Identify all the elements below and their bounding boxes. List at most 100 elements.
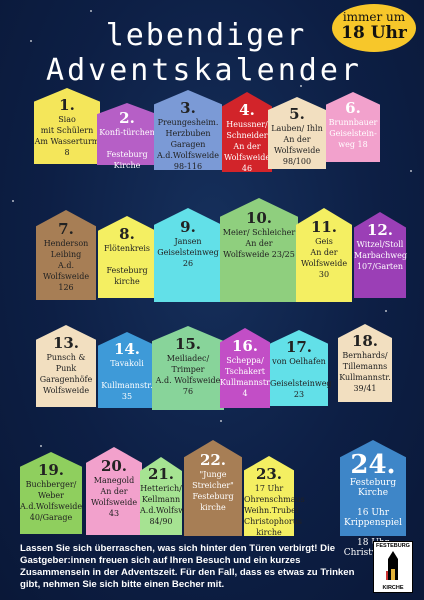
- house-text: Manegold An der Wolfsweide 43: [90, 476, 138, 518]
- house-shape: [97, 103, 157, 165]
- star: [30, 40, 32, 42]
- house-content: 8. Flötenkreis Festeburg kirche: [98, 216, 156, 298]
- house-text: "Junge Streicher" Festeburg kirche: [192, 470, 234, 512]
- house-content: 14. Tavakoli Kullmannstr. 35: [98, 332, 156, 408]
- house-number: 14.: [113, 340, 141, 358]
- house-content: 10. Meier/ Schleicher An der Wolfsweide 2…: [220, 198, 298, 302]
- badge-line-2: 18 Uhr: [341, 23, 407, 43]
- house-text: Preungesheim. Herzbuben Garagen A.d.Wolf…: [156, 118, 220, 171]
- house-3: 3. Preungesheim. Herzbuben Garagen A.d.Wo…: [154, 90, 222, 171]
- house-shape: [326, 92, 380, 162]
- house-shape: [220, 328, 270, 408]
- house-14: 14. Tavakoli Kullmannstr. 35: [98, 332, 156, 408]
- house-shape: [140, 457, 182, 535]
- house-shape: [184, 440, 242, 536]
- star: [300, 85, 302, 87]
- house-content: 23. 17 Uhr Ohrenschmaus Weihn.Trubel Chri…: [244, 456, 305, 538]
- house-text: Meiliadec/ Trimper A.d. Wolfsweide 76: [155, 354, 221, 396]
- house-content: 24. Festeburg Kirche 16 Uhr Krippenspiel …: [340, 440, 406, 558]
- house-number: 6.: [345, 99, 361, 117]
- house-4: 4. Heussner/ Schneider An der Wolfsweide …: [222, 92, 272, 174]
- house-15: 15. Meiliadec/ Trimper A.d. Wolfsweide 76: [152, 326, 224, 410]
- house-23: 23. 17 Uhr Ohrenschmaus Weihn.Trubel Chri…: [244, 456, 305, 538]
- house-shape: [154, 208, 222, 302]
- house-text: Heussner/ Schneider An der Wolfsweide 46: [223, 120, 271, 173]
- house-number: 9.: [180, 218, 196, 236]
- house-content: 19. Buchberger/ Weber A.d.Wolfsweide 40/G…: [20, 452, 82, 534]
- title-line-1: lebendiger: [105, 18, 307, 53]
- house-17: 17. von Oelhafen Geiselsteinweg 23: [270, 330, 332, 406]
- house-text: Scheppa/ Tschakert Kullmannstr. 4: [220, 356, 272, 398]
- house-content: 6. Brunnbauer Geiselstein- weg 18: [326, 92, 380, 162]
- house-content: 16. Scheppa/ Tschakert Kullmannstr. 4: [220, 328, 272, 408]
- house-number: 22.: [199, 451, 227, 469]
- title-line-2: Adventskalender: [46, 53, 362, 88]
- house-number: 17.: [285, 338, 313, 356]
- house-number: 10.: [245, 209, 273, 227]
- house-number: 1.: [59, 96, 75, 114]
- star: [12, 200, 14, 202]
- star: [410, 170, 412, 172]
- house-shape: [222, 92, 272, 172]
- star: [385, 310, 387, 312]
- house-text: Tavakoli Kullmannstr. 35: [101, 359, 153, 401]
- house-content: 11. Geis An der Wolfsweide 30: [296, 208, 352, 302]
- logo-top-text: FESTEBURG: [376, 543, 410, 549]
- house-content: 1. Siao mit Schülern Am Wasserturm 8: [34, 88, 100, 164]
- house-content: 22. "Junge Streicher" Festeburg kirche: [184, 440, 242, 536]
- house-shape: [244, 456, 294, 536]
- house-text: Henderson Leibing A.d. Wolfsweide 126: [42, 239, 90, 292]
- house-shape: [98, 216, 156, 298]
- house-content: 7. Henderson Leibing A.d. Wolfsweide 126: [36, 210, 96, 300]
- house-shape: [354, 212, 406, 298]
- house-content: 9. Jansen Geiselsteinweg 26: [154, 208, 222, 302]
- house-13: 13. Punsch & Punk Garagenhöfe Wolfsweide: [36, 325, 96, 407]
- house-7: 7. Henderson Leibing A.d. Wolfsweide 126: [36, 210, 96, 300]
- star: [90, 10, 92, 12]
- logo-bottom-text: KIRCHE: [382, 585, 404, 591]
- house-content: 13. Punsch & Punk Garagenhöfe Wolfsweide: [36, 325, 96, 407]
- house-21: 21. Hetterich/ Kellmann A.d.Wolfsweide 84…: [140, 457, 203, 535]
- house-text: Hetterich/ Kellmann A.d.Wolfsweide 84/90: [140, 484, 203, 526]
- house-number: 8.: [119, 225, 135, 243]
- house-text: Meier/ Schleicher An der Wolfsweide 23/2…: [222, 228, 296, 259]
- star: [40, 445, 42, 447]
- house-text: 17 Uhr Ohrenschmaus Weihn.Trubel Christo…: [244, 484, 305, 537]
- house-number: 16.: [231, 337, 259, 355]
- house-18: 18. Bernhards/ Tillemanns Kullmannstr. 39…: [338, 324, 392, 402]
- house-text: Jansen Geiselsteinweg 26: [157, 237, 219, 268]
- house-content: 2. Konfi-türchen Festeburg Kirche: [97, 103, 157, 171]
- house-shape: [152, 326, 224, 410]
- house-content: 12. Witzel/Stoll Marbachweg 107/Garten: [354, 212, 407, 298]
- house-19: 19. Buchberger/ Weber A.d.Wolfsweide 40/G…: [20, 452, 82, 534]
- house-number: 3.: [180, 99, 196, 117]
- house-shape: [36, 325, 96, 407]
- festeburg-logo: FESTEBURG KIRCHE: [373, 541, 413, 593]
- footer-text: Lassen Sie sich überraschen, was sich hi…: [20, 543, 355, 590]
- house-2: 2. Konfi-türchen Festeburg Kirche: [97, 103, 157, 171]
- house-text: Konfi-türchen Festeburg Kirche: [99, 128, 155, 170]
- house-number: 5.: [289, 105, 305, 123]
- house-text: von Oelhafen Geiselsteinweg 23: [270, 357, 332, 399]
- house-number: 19.: [37, 461, 65, 479]
- house-shape: [98, 332, 156, 408]
- house-content: 17. von Oelhafen Geiselsteinweg 23: [270, 330, 332, 406]
- house-number: 7.: [58, 220, 74, 238]
- star: [220, 420, 222, 422]
- time-badge: immer um 18 Uhr: [332, 4, 416, 52]
- house-number: 24.: [350, 450, 396, 480]
- house-number: 2.: [119, 109, 135, 127]
- house-shape: [268, 97, 326, 169]
- house-16: 16. Scheppa/ Tschakert Kullmannstr. 4: [220, 328, 272, 408]
- house-content: 20. Manegold An der Wolfsweide 43: [86, 447, 142, 535]
- house-number: 4.: [239, 101, 255, 119]
- house-shape: [34, 88, 100, 164]
- house-22: 22. "Junge Streicher" Festeburg kirche: [184, 440, 242, 536]
- house-content: 4. Heussner/ Schneider An der Wolfsweide …: [222, 92, 272, 174]
- house-text: Flötenkreis Festeburg kirche: [103, 244, 151, 286]
- house-content: 15. Meiliadec/ Trimper A.d. Wolfsweide 76: [152, 326, 224, 410]
- house-20: 20. Manegold An der Wolfsweide 43: [86, 447, 142, 535]
- house-content: 5. Lauben/ Ihln An der Wolfsweide 98/100: [268, 97, 326, 169]
- house-text: Buchberger/ Weber A.d.Wolfsweide 40/Gara…: [20, 480, 83, 522]
- house-shape: [296, 208, 352, 302]
